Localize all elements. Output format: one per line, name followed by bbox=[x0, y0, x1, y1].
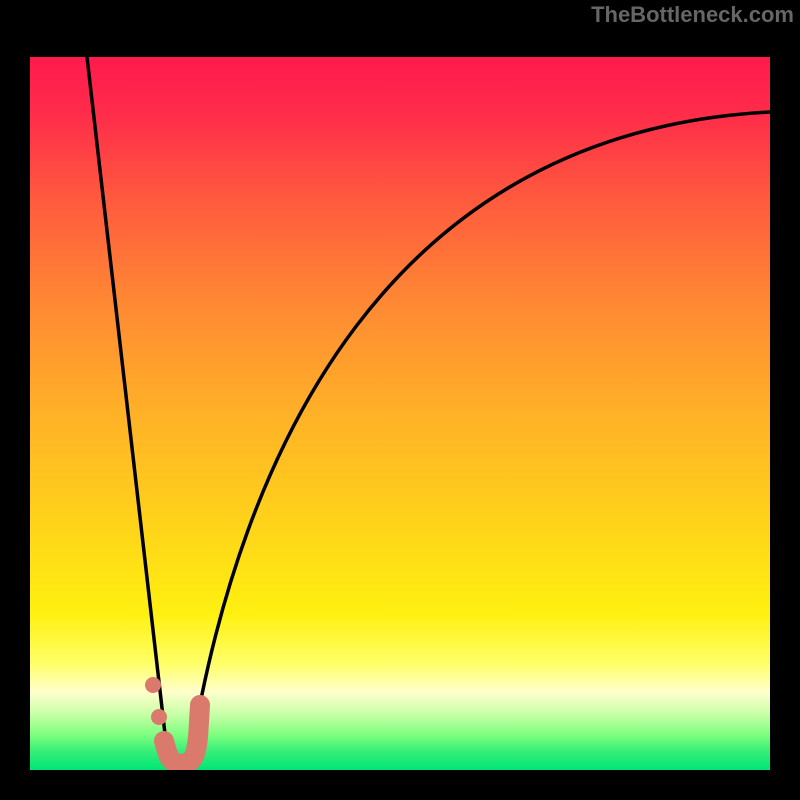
valley-marker bbox=[145, 677, 200, 764]
plot-area bbox=[30, 57, 770, 770]
right-ascent-curve bbox=[190, 112, 770, 760]
curve-overlay bbox=[30, 57, 770, 770]
watermark-text: TheBottleneck.com bbox=[591, 2, 794, 28]
left-descent-line bbox=[87, 57, 168, 760]
